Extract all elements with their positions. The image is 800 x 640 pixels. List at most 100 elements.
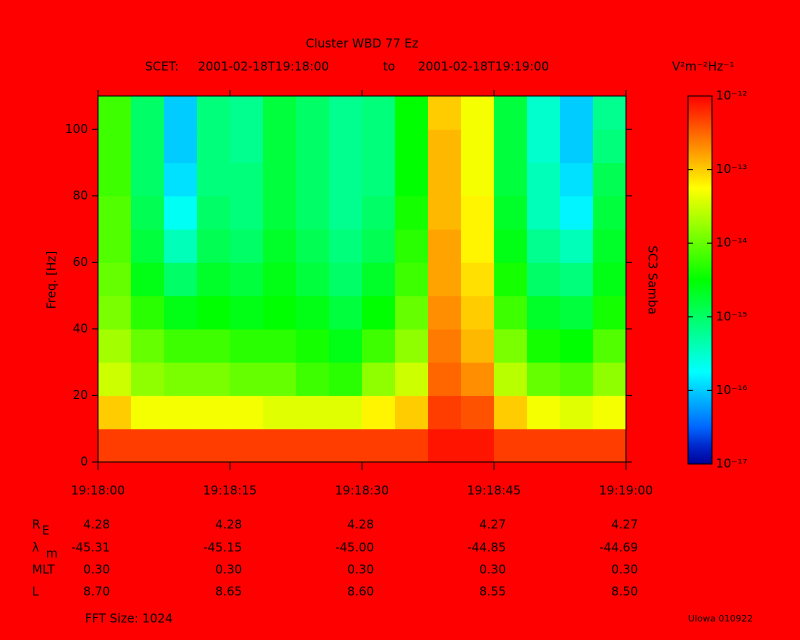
cell — [461, 428, 495, 463]
cell — [296, 96, 330, 130]
cell — [527, 229, 561, 263]
colorbar-tick-label: 10⁻¹⁷ — [716, 457, 747, 471]
y-tick-label: 20 — [73, 388, 88, 402]
cell — [362, 328, 396, 363]
y-axis-label: Freq. [Hz] — [45, 251, 59, 309]
cell — [560, 229, 594, 263]
scet-to: to — [383, 60, 395, 74]
cell — [197, 362, 231, 396]
row-label-sub: m — [46, 547, 58, 561]
cell — [494, 328, 528, 363]
cell — [296, 195, 330, 230]
cell — [131, 195, 165, 230]
x-tick-label: 19:18:45 — [467, 484, 521, 498]
cell — [527, 362, 561, 396]
row-label: λ — [32, 541, 39, 555]
cell — [395, 395, 429, 430]
cell — [395, 362, 429, 396]
cell — [197, 428, 231, 463]
cell — [98, 195, 132, 230]
cell — [593, 395, 627, 430]
cell — [494, 129, 528, 164]
cell — [197, 295, 231, 330]
cell — [197, 262, 231, 297]
cell — [362, 162, 396, 197]
cell — [428, 295, 462, 330]
cell — [494, 295, 528, 330]
cell — [131, 229, 165, 263]
cell — [560, 195, 594, 230]
cell — [494, 96, 528, 130]
cell — [560, 362, 594, 396]
cell — [263, 229, 297, 263]
cell — [263, 195, 297, 230]
cell — [461, 295, 495, 330]
ephemeris-value: 8.60 — [347, 585, 374, 599]
cell — [230, 295, 264, 330]
cell — [428, 262, 462, 297]
cell — [329, 162, 363, 197]
ephemeris-value: 4.27 — [611, 518, 638, 532]
cell — [263, 262, 297, 297]
row-label: R — [32, 518, 40, 532]
cell — [98, 295, 132, 330]
cell — [362, 229, 396, 263]
cell — [164, 129, 198, 164]
cell — [98, 262, 132, 297]
row-label: MLT — [32, 563, 55, 577]
cell — [593, 262, 627, 297]
cell — [395, 129, 429, 164]
cell — [329, 395, 363, 430]
cell — [98, 96, 132, 130]
ephemeris-value: 0.30 — [83, 563, 110, 577]
cell — [197, 129, 231, 164]
colorbar — [687, 95, 713, 465]
cell — [98, 362, 132, 396]
cell — [197, 229, 231, 263]
cell — [461, 395, 495, 430]
cell — [329, 295, 363, 330]
ephemeris-value: -44.69 — [599, 541, 638, 555]
cell — [362, 195, 396, 230]
cell — [593, 428, 627, 463]
cell — [263, 362, 297, 396]
credit: UIowa 010922 — [688, 615, 753, 625]
y-tick-label: 80 — [73, 188, 88, 202]
cell — [428, 395, 462, 430]
scet-start: 2001-02-18T19:18:00 — [198, 60, 329, 74]
cell — [362, 362, 396, 396]
x-tick-label: 19:18:00 — [71, 484, 125, 498]
cell — [131, 262, 165, 297]
cell — [494, 428, 528, 463]
cell — [329, 229, 363, 263]
cell — [362, 262, 396, 297]
cell — [164, 262, 198, 297]
cell — [230, 428, 264, 463]
cell — [296, 328, 330, 363]
cell — [461, 229, 495, 263]
scet-end: 2001-02-18T19:19:00 — [418, 60, 549, 74]
cell — [263, 129, 297, 164]
cell — [461, 195, 495, 230]
cell — [230, 229, 264, 263]
cell — [263, 295, 297, 330]
cell — [98, 428, 132, 463]
cell — [329, 195, 363, 230]
cell — [362, 428, 396, 463]
cell — [560, 96, 594, 130]
cell — [362, 395, 396, 430]
cell — [197, 195, 231, 230]
cell — [494, 362, 528, 396]
cell — [395, 295, 429, 330]
cell — [329, 362, 363, 396]
cell — [362, 295, 396, 330]
cell — [164, 328, 198, 363]
cell — [329, 96, 363, 130]
colorbar-tick-label: 10⁻¹⁵ — [716, 309, 747, 323]
cell — [98, 395, 132, 430]
cell — [230, 162, 264, 197]
ephemeris-value: -45.31 — [71, 541, 110, 555]
cell — [494, 262, 528, 297]
cell — [593, 129, 627, 164]
